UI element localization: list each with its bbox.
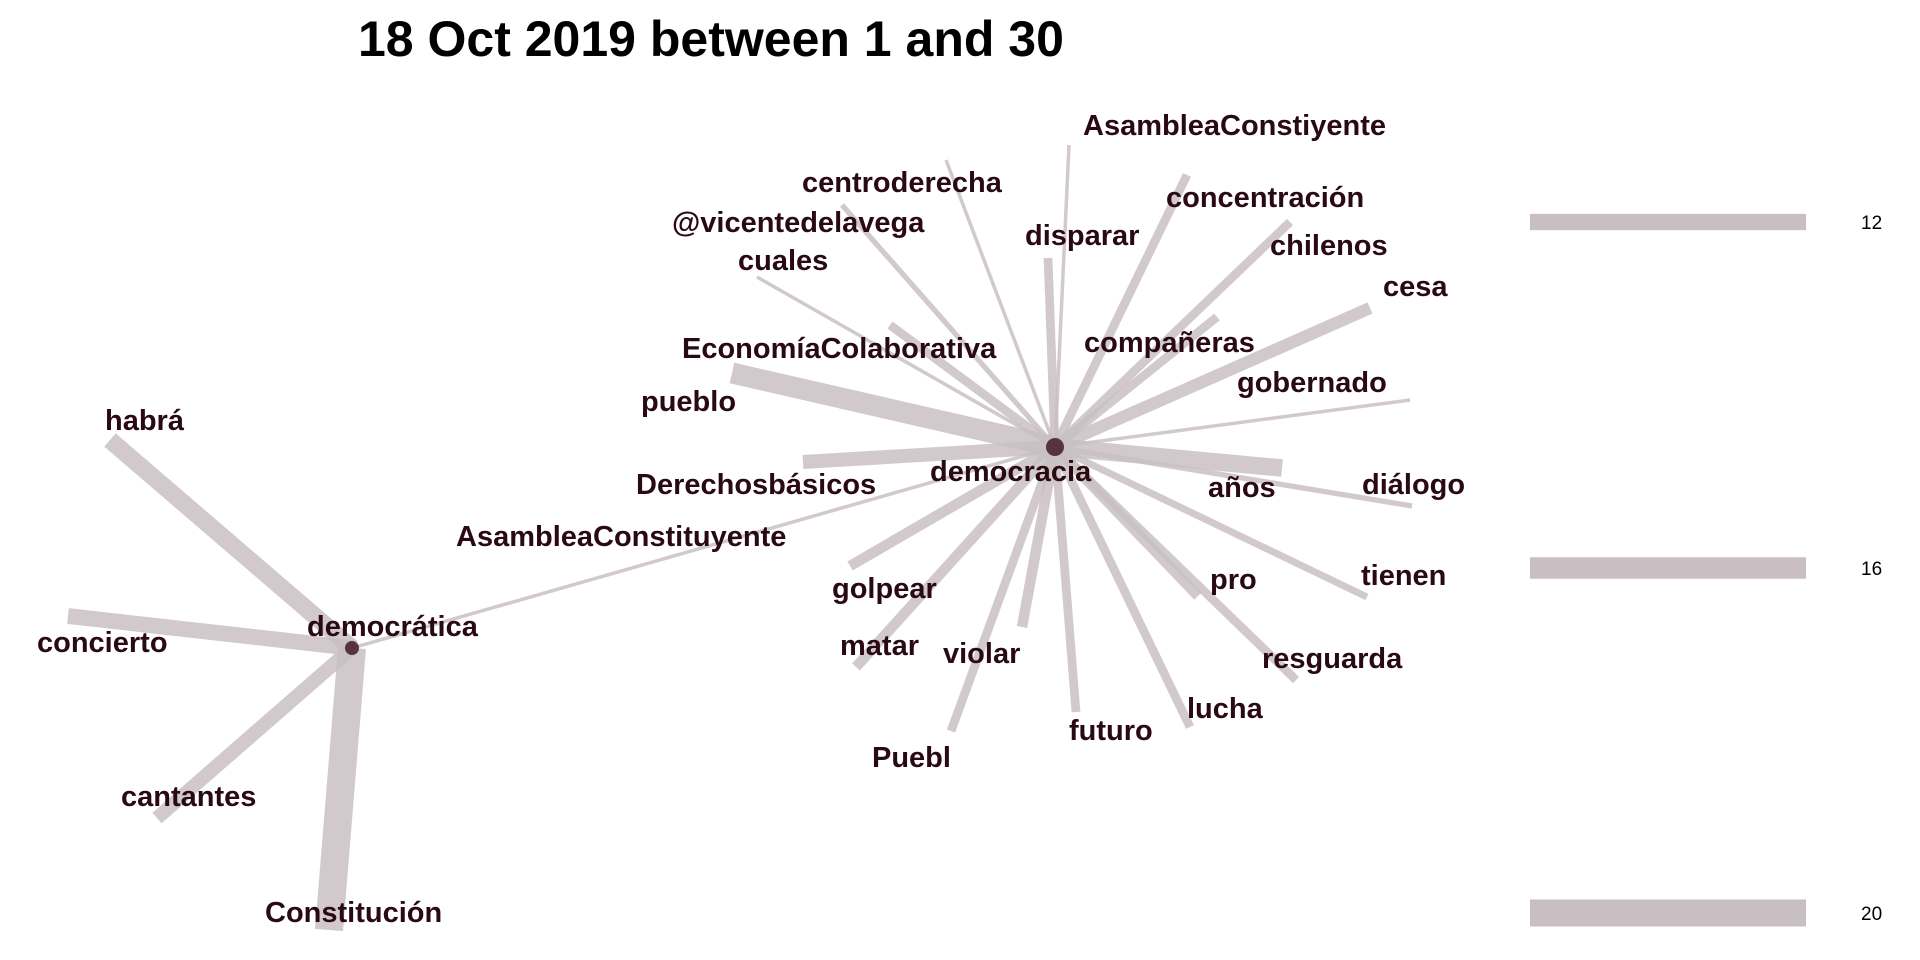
edge-democracia-puebl	[946, 445, 1060, 733]
edge-democracia-violar	[1016, 446, 1061, 628]
edge-democracia-matar	[852, 443, 1059, 671]
node-label-matar: matar	[840, 630, 919, 662]
node-label-vicentedelavega: @vicentedelavega	[672, 207, 925, 239]
edge-democratica-cantantes	[152, 642, 357, 824]
node-label-chilenos: chilenos	[1270, 230, 1388, 262]
node-label-cantantes: cantantes	[121, 781, 256, 813]
node-label-cuales: cuales	[738, 245, 828, 277]
node-label-puebl: Puebl	[872, 742, 951, 774]
legend-label-20: 20	[1861, 904, 1882, 925]
node-label-golpear: golpear	[832, 573, 937, 605]
edge-democracia-cuales	[756, 275, 1056, 449]
node-label-pueblo: pueblo	[641, 386, 736, 418]
edge-democracia-tienen	[1053, 443, 1369, 601]
node-label-constitucion: Constitución	[265, 897, 442, 929]
node-label-cesa: cesa	[1383, 271, 1448, 303]
edge-democratica-habra	[104, 433, 358, 655]
edge-democracia-lucha	[1051, 445, 1194, 729]
edge-democracia-dialogo	[1054, 444, 1413, 509]
edge-democracia-cesa	[1052, 302, 1373, 453]
node-label-asambleaconstituyente: AsambleaConstituyente	[456, 521, 786, 553]
node-label-habra: habrá	[105, 405, 185, 437]
edge-democracia-golpear	[847, 442, 1058, 571]
legend-label-12: 12	[1861, 213, 1882, 234]
edge-democracia-disparar	[1043, 257, 1060, 448]
label-layer: AsambleaConstiyente centroderecha concentr…	[37, 110, 1465, 929]
node-label-centroderecha: centroderecha	[802, 167, 1003, 199]
node-label-anos: años	[1208, 472, 1276, 504]
edge-democracia-futuro	[1050, 446, 1081, 713]
node-label-democratica: democrática	[307, 611, 479, 643]
node-label-pro: pro	[1210, 564, 1257, 596]
node-label-tienen: tienen	[1361, 560, 1446, 592]
node-label-futuro: futuro	[1069, 715, 1153, 747]
legend-label-16: 16	[1861, 559, 1882, 580]
edge-democracia-democratica	[351, 445, 1056, 650]
edge-democracia-anos	[1054, 438, 1283, 477]
edge-democracia-concentracion	[1051, 173, 1191, 449]
edge-layer	[67, 144, 1413, 932]
node-label-resguarda: resguarda	[1262, 643, 1403, 675]
graph-title: 18 Oct 2019 between 1 and 30	[358, 11, 1064, 67]
edge-democracia-pueblo	[729, 362, 1058, 458]
node-label-violar: violar	[943, 638, 1020, 670]
hub-node-democratica	[345, 641, 359, 655]
hub-node-democracia	[1046, 438, 1064, 456]
node-label-democracia: democracia	[930, 456, 1092, 488]
edge-democracia-vicentedelavega	[840, 203, 1057, 449]
edge-democracia-gobernado	[1054, 398, 1411, 449]
node-label-asambleaconstiyente: AsambleaConstiyente	[1083, 110, 1386, 142]
edge-democracia-derechosbasicos	[802, 440, 1056, 469]
edge-democratica-constitucion	[315, 646, 366, 932]
node-label-concierto: concierto	[37, 627, 168, 659]
edge-democracia-chilenos	[1051, 218, 1294, 451]
node-label-lucha: lucha	[1187, 693, 1264, 725]
hub-layer	[345, 438, 1064, 655]
node-label-concentracion: concentración	[1166, 182, 1364, 214]
node-label-derechosbasicos: Derechosbásicos	[636, 469, 876, 501]
edge-democratica-concierto	[67, 608, 353, 656]
node-label-disparar: disparar	[1025, 220, 1139, 252]
node-label-gobernado: gobernado	[1237, 367, 1387, 399]
node-label-companeras: compañeras	[1084, 327, 1255, 359]
node-label-economiacolaborativa: EconomíaColaborativa	[682, 333, 997, 365]
edge-democracia-companeras	[1052, 313, 1220, 451]
edge-democracia-economiacolaborativa	[887, 321, 1058, 451]
edge-democracia-centroderecha	[944, 159, 1057, 448]
edge-democracia-resguarda	[1051, 443, 1300, 684]
edge-weight-legend: 12 16 20	[1530, 213, 1882, 927]
node-label-dialogo: diálogo	[1362, 469, 1465, 501]
